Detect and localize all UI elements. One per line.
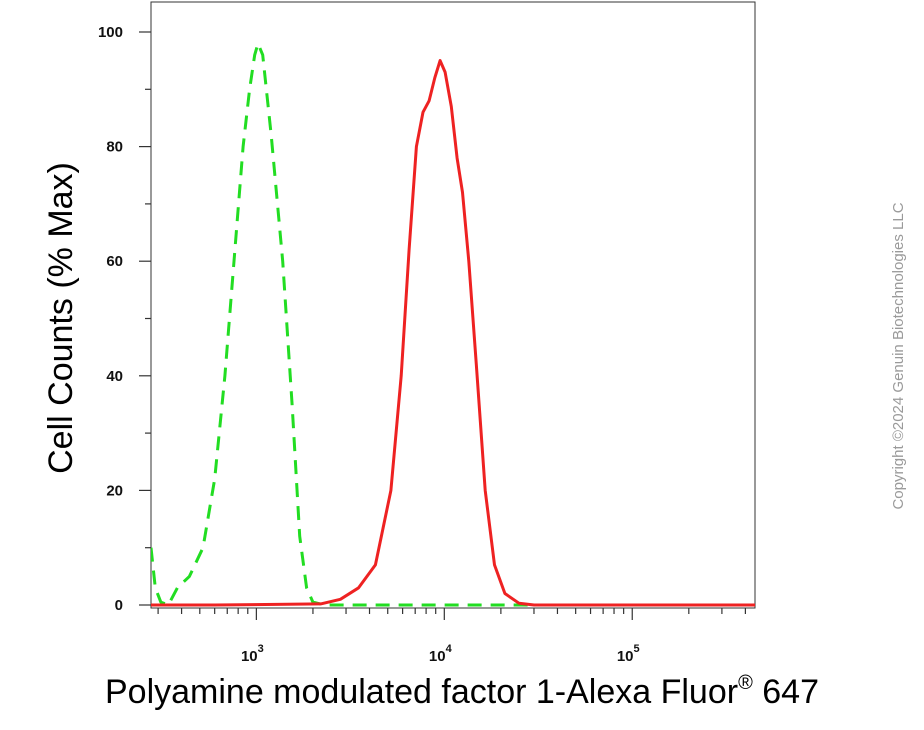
- x-tick-label-exponent: 5: [634, 643, 640, 655]
- x-axis-title-tail: 647: [753, 673, 819, 711]
- y-tick-label: 100: [98, 24, 123, 41]
- control-histogram-line: [151, 42, 755, 607]
- x-axis: 103 104 105: [157, 608, 746, 665]
- x-tick-label: 105: [617, 643, 640, 665]
- y-axis: 0 20 40 60 80 100: [98, 24, 151, 614]
- series-layer: [151, 42, 755, 607]
- x-tick-label-base: 10: [617, 648, 634, 665]
- x-axis-title-registered: ®: [738, 672, 753, 694]
- plot-frame: [150, 1, 756, 609]
- y-tick-label: 80: [106, 139, 123, 156]
- x-tick-label: 104: [429, 643, 453, 665]
- y-axis-title: Cell Counts (% Max): [42, 162, 80, 474]
- x-axis-title-main: Polyamine modulated factor 1-Alexa Fluor: [105, 673, 738, 711]
- x-tick-label: 103: [241, 643, 264, 665]
- copyright-watermark: Copyright ©2024 Genuin Biotechnologies L…: [890, 202, 907, 509]
- y-tick-label: 20: [106, 482, 123, 499]
- x-axis-title: Polyamine modulated factor 1-Alexa Fluor…: [105, 672, 819, 711]
- x-tick-label-base: 10: [241, 648, 258, 665]
- sample-histogram-line: [151, 59, 755, 607]
- y-tick-label: 40: [106, 368, 123, 385]
- y-tick-label: 60: [106, 253, 123, 270]
- y-tick-label: 0: [115, 597, 123, 614]
- x-tick-label-exponent: 4: [446, 643, 453, 655]
- x-tick-label-exponent: 3: [258, 643, 264, 655]
- x-tick-label-base: 10: [429, 648, 446, 665]
